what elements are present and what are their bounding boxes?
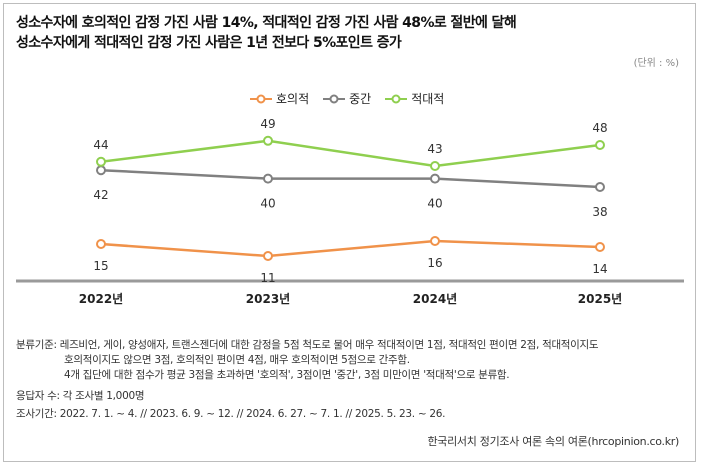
unit-label: (단위 : %) [633,58,679,69]
data-label: 15 [93,259,108,273]
legend: 호의적 중간 적대적 [250,90,444,107]
legend-label-hostile: 적대적 [411,92,445,106]
data-label: 40 [260,197,275,211]
note-classification-line2: 호의적이지도 않으면 3점, 호의적인 편이면 4점, 매우 호의적이면 5점으… [64,354,410,366]
source-credit: 한국리서치 정기조사 여론 속의 여론(hrcopinion.co.kr) [427,435,679,448]
data-label: 48 [592,121,607,135]
legend-marker-favorable [250,94,272,103]
legend-item-hostile: 적대적 [385,90,444,107]
data-point [430,173,440,184]
legend-marker-neutral [323,94,346,103]
data-point [96,165,106,176]
legend-marker-hostile [385,94,408,103]
data-point [96,156,106,167]
data-label: 49 [260,117,275,131]
note-survey-period: 조사기간: 2022. 7. 1. ~ 4. // 2023. 6. 9. ~ … [16,408,446,420]
data-point [430,161,440,171]
x-tick-label: 2025년 [578,292,622,306]
chart-title-line1: 성소수자에 호의적인 감정 가진 사람 14%, 적대적인 감정 가진 사람 4… [16,15,517,31]
data-point [595,242,605,252]
note-classification-line3: 4개 집단에 대한 점수가 평균 3점을 초과하면 '호의적', 3점이면 '중… [64,369,510,381]
data-label: 43 [427,142,442,156]
data-point [263,173,273,184]
data-label: 38 [592,205,607,219]
chart-title-line2: 성소수자에게 적대적인 감정 가진 사람은 1년 전보다 5%포인트 증가 [16,35,402,51]
legend-label-neutral: 중간 [349,92,372,106]
data-label: 44 [93,138,108,152]
series-line-1 [100,168,601,189]
legend-item-neutral: 중간 [323,90,371,107]
x-tick-label: 2022년 [79,292,123,306]
data-point [263,135,273,146]
x-tick-label: 2023년 [246,292,290,306]
note-respondents: 응답자 수: 각 조사별 1,000명 [16,390,145,402]
note-classification-line1: 분류기준: 레즈비언, 게이, 양성애자, 트랜스젠더에 대한 감정을 5점 척… [16,339,599,351]
data-point [263,251,273,261]
data-label: 11 [260,271,275,285]
data-point [595,140,605,150]
figure-frame [3,3,696,462]
data-point [595,182,605,192]
data-label: 16 [427,256,442,270]
data-point [96,239,106,249]
series-line-0 [100,239,601,258]
data-label: 40 [427,197,442,211]
data-label: 14 [592,262,607,276]
legend-item-favorable: 호의적 [250,90,309,107]
legend-label-favorable: 호의적 [276,92,310,106]
x-tick-label: 2024년 [413,292,457,306]
data-label: 42 [93,188,108,202]
series-line-2 [100,139,601,168]
data-point [430,236,440,246]
